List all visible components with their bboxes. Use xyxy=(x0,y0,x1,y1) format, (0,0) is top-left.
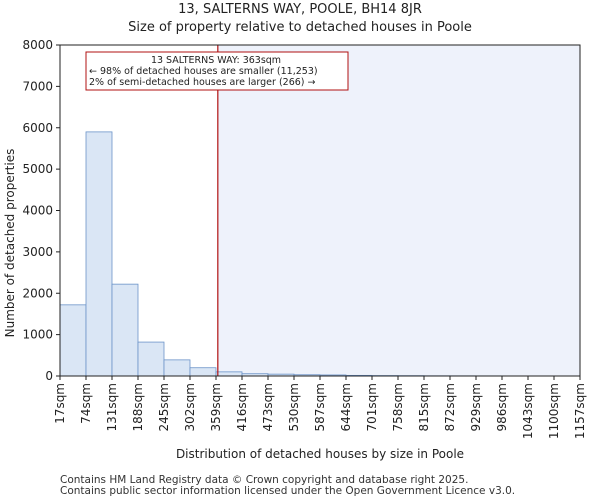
x-tick-label: 530sqm xyxy=(287,383,301,431)
x-tick-label: 74sqm xyxy=(79,383,93,424)
y-tick-label: 4000 xyxy=(22,204,53,218)
x-tick-label: 188sqm xyxy=(131,383,145,431)
annotation-line-1: 13 SALTERNS WAY: 363sqm xyxy=(151,55,281,66)
bar-17sqm xyxy=(59,304,87,377)
bar-359sqm xyxy=(215,371,243,377)
bar-74sqm xyxy=(85,131,113,377)
x-tick-label: 359sqm xyxy=(209,383,223,431)
annotation-box: 13 SALTERNS WAY: 363sqm ← 98% of detache… xyxy=(85,51,349,91)
x-tick-label: 587sqm xyxy=(313,383,327,431)
y-tick-label: 8000 xyxy=(22,38,53,52)
x-tick-label: 245sqm xyxy=(157,383,171,431)
y-axis-label: Number of detached properties xyxy=(3,149,17,338)
x-tick-label: 986sqm xyxy=(495,383,509,431)
x-axis-label: Distribution of detached houses by size … xyxy=(176,447,464,461)
x-tick-label: 644sqm xyxy=(339,383,353,431)
annotation-line-3: 2% of semi-detached houses are larger (2… xyxy=(89,77,316,88)
highlight-region xyxy=(217,45,580,376)
y-tick-label: 3000 xyxy=(22,245,53,259)
annotation-line-2: ← 98% of detached houses are smaller (11… xyxy=(89,66,318,77)
x-tick-label: 302sqm xyxy=(183,383,197,431)
y-tick-label: 2000 xyxy=(22,286,53,300)
x-tick-label: 473sqm xyxy=(261,383,275,431)
x-tick-label: 872sqm xyxy=(443,383,457,431)
x-tick-label: 701sqm xyxy=(365,383,379,431)
x-tick-label: 1100sqm xyxy=(547,383,561,439)
y-tick-label: 5000 xyxy=(22,162,53,176)
x-tick-label: 17sqm xyxy=(53,383,67,424)
x-tick-label: 1043sqm xyxy=(521,383,535,439)
x-tick-label: 815sqm xyxy=(417,383,431,431)
x-tick-label: 929sqm xyxy=(469,383,483,431)
y-tick-label: 0 xyxy=(45,369,53,383)
x-tick-label: 416sqm xyxy=(235,383,249,431)
bar-302sqm xyxy=(189,367,217,377)
bar-245sqm xyxy=(163,359,191,377)
footer-licence: Contains public sector information licen… xyxy=(60,485,516,497)
footer-copyright: Contains HM Land Registry data © Crown c… xyxy=(60,474,469,486)
chart-subtitle: Size of property relative to detached ho… xyxy=(128,20,472,35)
y-tick-label: 6000 xyxy=(22,121,53,135)
x-tick-label: 1157sqm xyxy=(573,383,587,439)
bar-131sqm xyxy=(111,283,139,377)
x-tick-label: 758sqm xyxy=(391,383,405,431)
bar-188sqm xyxy=(137,341,165,377)
x-tick-label: 131sqm xyxy=(105,383,119,431)
y-tick-label: 1000 xyxy=(22,328,53,342)
y-tick-label: 7000 xyxy=(22,79,53,93)
chart-title: 13, SALTERNS WAY, POOLE, BH14 8JR xyxy=(178,2,422,17)
